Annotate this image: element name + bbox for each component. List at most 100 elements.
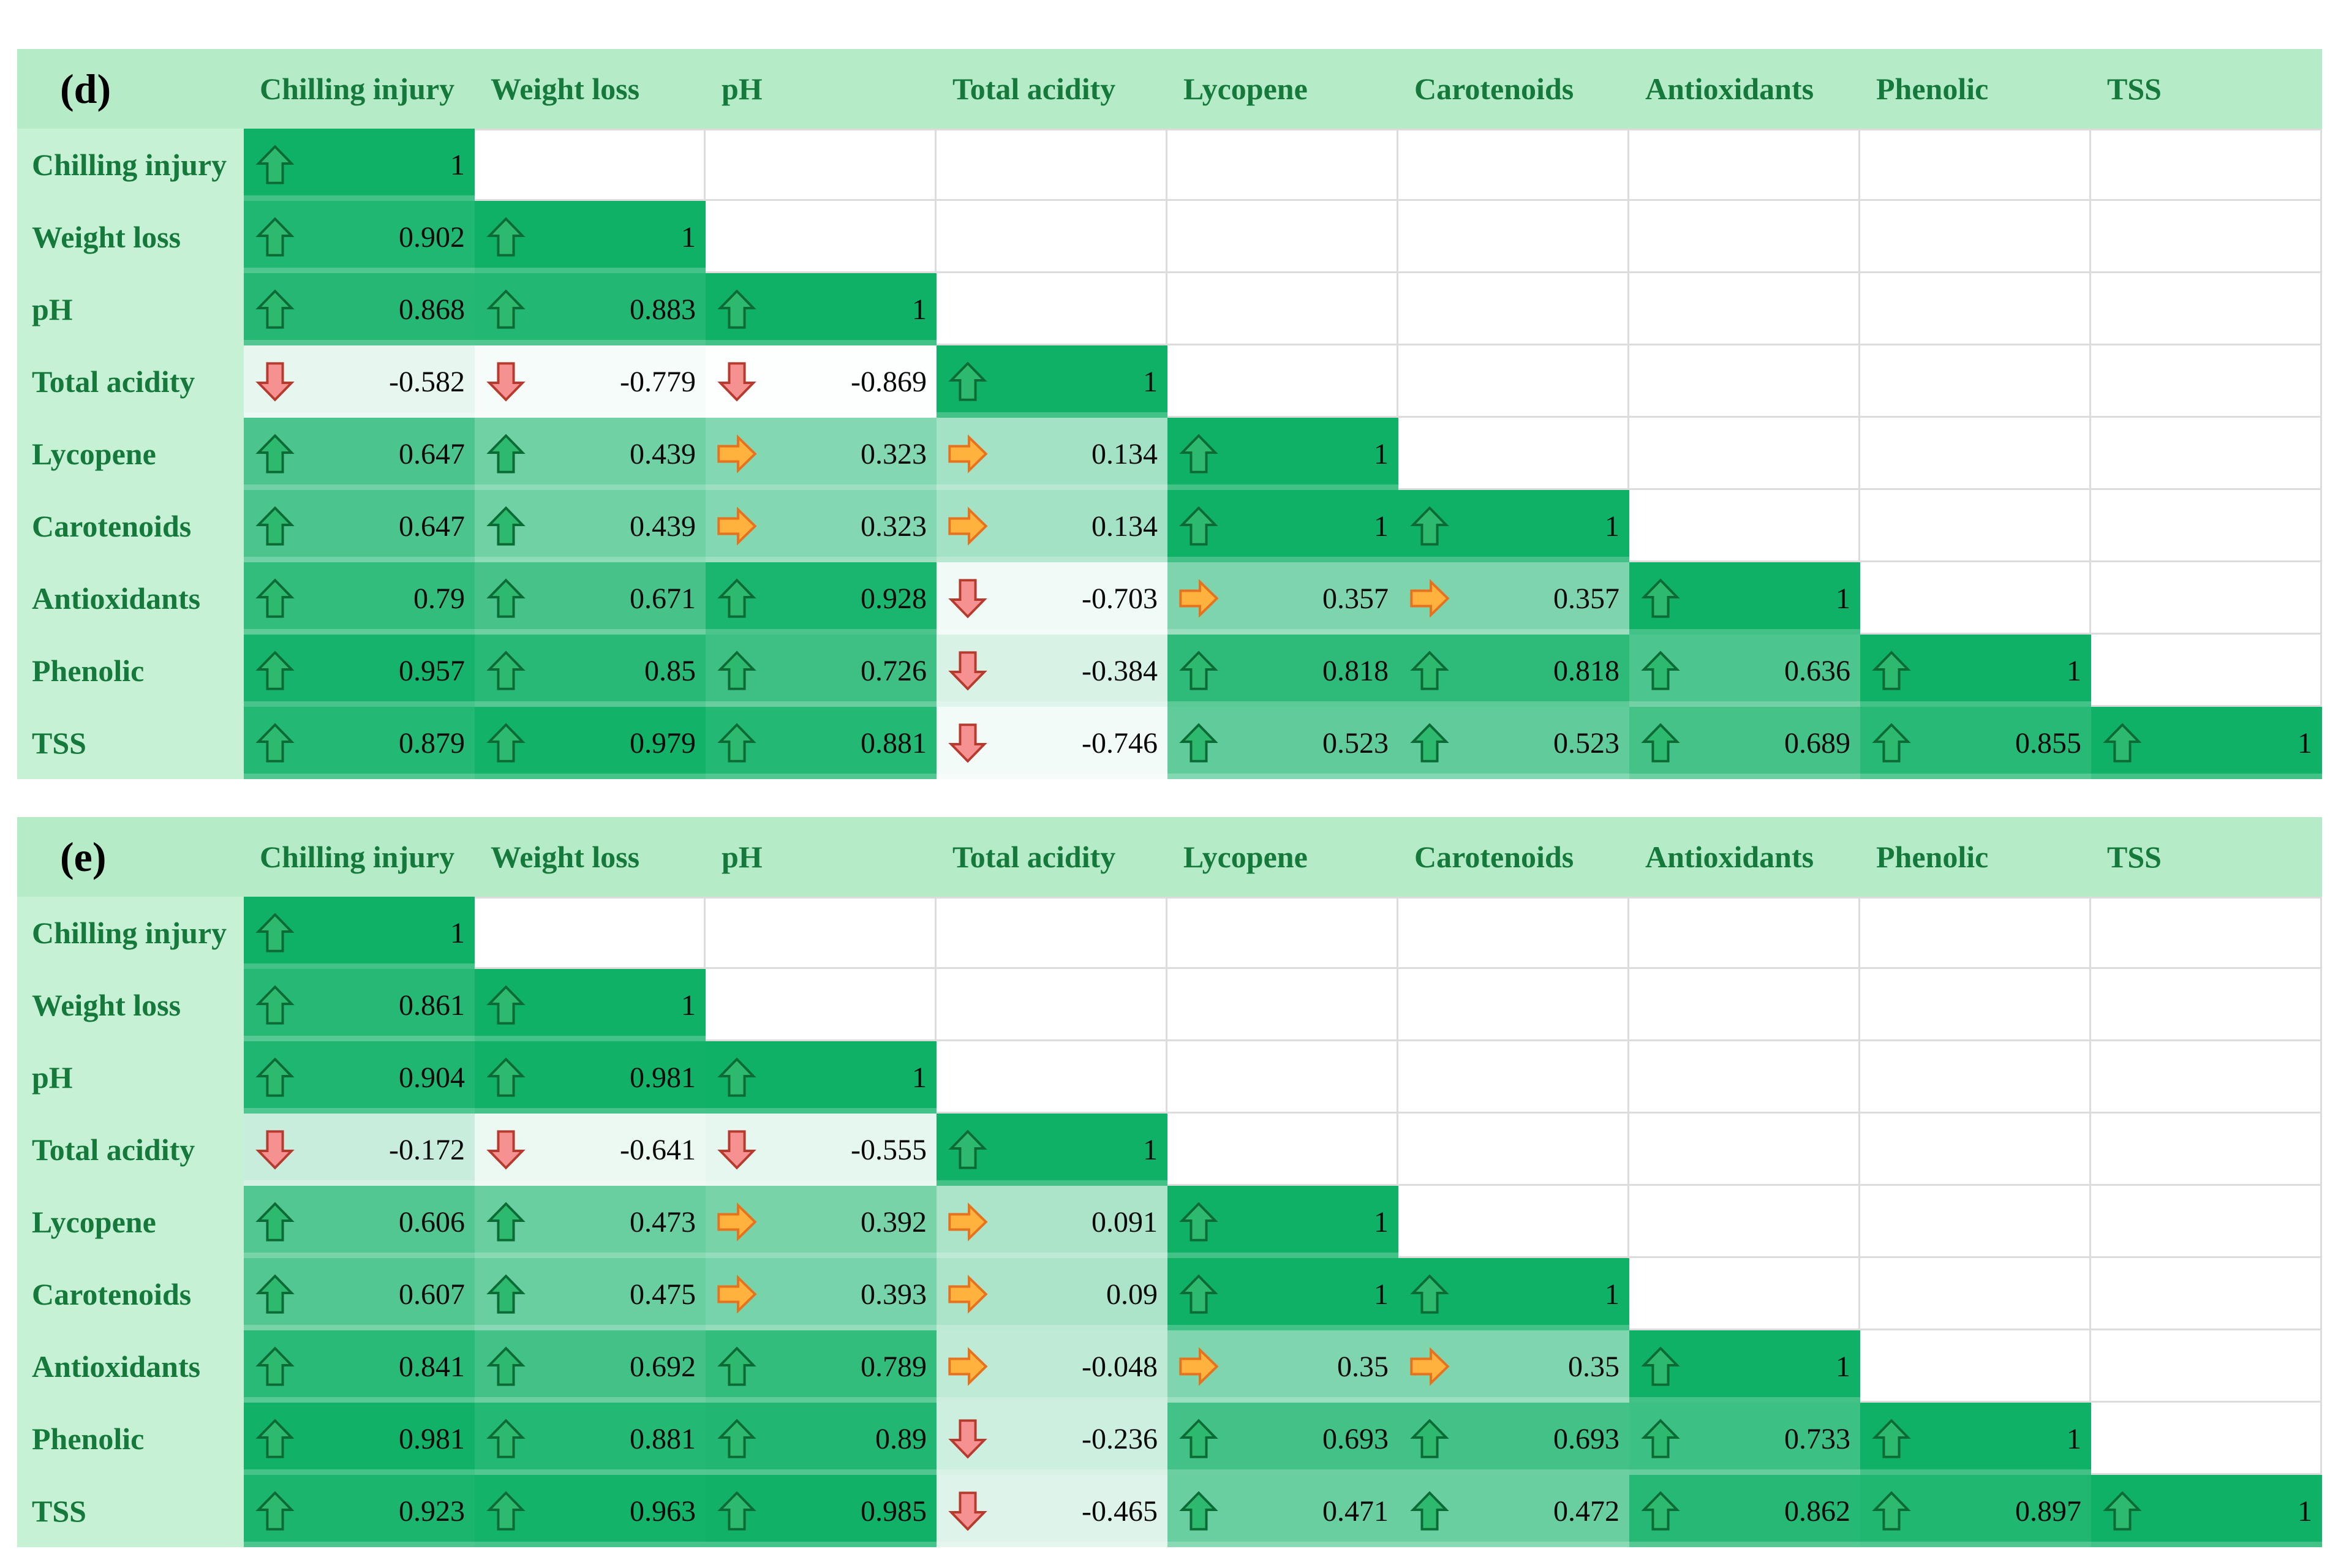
- empty-cell: [2091, 1041, 2322, 1114]
- empty-cell: [1629, 969, 1860, 1041]
- empty-cell: [2091, 345, 2322, 418]
- correlation-cell: 0.473: [475, 1186, 706, 1258]
- right-arrow-icon: [945, 506, 990, 546]
- correlation-value: 0.523: [1322, 726, 1389, 760]
- up-arrow-icon: [948, 359, 988, 404]
- correlation-value: 0.091: [1091, 1205, 1158, 1238]
- up-arrow-icon: [717, 1416, 757, 1461]
- empty-cell: [937, 273, 1167, 345]
- correlation-cell: 1: [2091, 1475, 2322, 1547]
- correlation-value: 0.323: [861, 510, 927, 543]
- correlation-cell: 0.883: [475, 273, 706, 345]
- correlation-cell: -0.048: [937, 1330, 1167, 1403]
- right-arrow-icon: [945, 1274, 990, 1314]
- correlation-value: 0.89: [875, 1422, 927, 1455]
- right-arrow-icon: [1407, 578, 1452, 619]
- correlation-value: 0.981: [399, 1422, 465, 1455]
- up-arrow-icon: [1640, 576, 1681, 621]
- up-arrow-icon: [1409, 1488, 1450, 1534]
- empty-cell: [475, 897, 706, 969]
- correlation-table-d: (d) Chilling injury Weight loss pH Total aci…: [17, 49, 2322, 779]
- correlation-value: -0.384: [1082, 654, 1158, 687]
- up-arrow-icon: [1409, 1416, 1450, 1461]
- empty-cell: [1860, 969, 2091, 1041]
- correlation-value: 0.862: [1784, 1494, 1850, 1528]
- correlation-cell: 1: [937, 345, 1167, 418]
- row-label: Carotenoids: [17, 490, 244, 562]
- right-arrow-icon: [714, 506, 760, 546]
- up-arrow-icon: [717, 1488, 757, 1534]
- row-label: Antioxidants: [17, 562, 244, 635]
- correlation-value: 0.647: [399, 510, 465, 543]
- up-arrow-icon: [255, 720, 295, 766]
- empty-cell: [1860, 1041, 2091, 1114]
- correlation-cell: 0.323: [706, 418, 937, 490]
- correlation-value: 1: [450, 916, 465, 949]
- correlation-value: 0.35: [1568, 1350, 1619, 1383]
- correlation-value: 0.928: [861, 582, 927, 615]
- up-arrow-icon: [1178, 720, 1219, 766]
- correlation-value: 0.693: [1553, 1422, 1619, 1455]
- correlation-cell: 0.818: [1167, 635, 1398, 707]
- down-arrow-icon: [255, 359, 295, 404]
- up-arrow-icon: [486, 648, 526, 693]
- correlation-cell: 0.357: [1167, 562, 1398, 635]
- panel-label-cell: (e): [17, 817, 244, 897]
- up-arrow-icon: [486, 214, 526, 260]
- correlation-cell: 0.89: [706, 1403, 937, 1475]
- correlation-cell: 1: [244, 129, 475, 201]
- up-arrow-icon: [1409, 720, 1450, 766]
- correlation-value: -0.703: [1082, 582, 1158, 615]
- column-header: pH: [706, 49, 937, 129]
- correlation-value: 0.09: [1106, 1278, 1158, 1311]
- correlation-cell: 1: [1398, 1258, 1629, 1330]
- up-arrow-icon: [1178, 1199, 1219, 1245]
- up-arrow-icon: [255, 1199, 295, 1245]
- correlation-value: 1: [1143, 365, 1158, 398]
- empty-cell: [1860, 897, 2091, 969]
- correlation-value: 0.818: [1553, 654, 1619, 687]
- row-label: TSS: [17, 1475, 244, 1547]
- up-arrow-icon: [1178, 431, 1219, 477]
- empty-cell: [1167, 345, 1398, 418]
- correlation-value: 0.472: [1553, 1494, 1619, 1528]
- up-arrow-icon: [486, 1344, 526, 1389]
- empty-cell: [2091, 201, 2322, 273]
- up-arrow-icon: [717, 720, 757, 766]
- correlation-value: 1: [1143, 1133, 1158, 1166]
- correlation-value: 1: [450, 148, 465, 181]
- correlation-cell: 0.523: [1167, 707, 1398, 779]
- correlation-value: 0.879: [399, 726, 465, 760]
- empty-cell: [2091, 490, 2322, 562]
- correlation-value: 1: [1836, 582, 1850, 615]
- up-arrow-icon: [1178, 1488, 1219, 1534]
- correlation-value: 0.985: [861, 1494, 927, 1528]
- correlation-cell: 0.692: [475, 1330, 706, 1403]
- correlation-table-e: (e) Chilling injury Weight loss pH Total aci…: [17, 817, 2322, 1547]
- correlation-cell: 1: [1860, 1403, 2091, 1475]
- up-arrow-icon: [255, 1055, 295, 1100]
- correlation-cell: 0.963: [475, 1475, 706, 1547]
- correlation-value: 0.134: [1091, 437, 1158, 470]
- empty-cell: [1629, 1258, 1860, 1330]
- column-header: Phenolic: [1860, 49, 2091, 129]
- correlation-cell: 0.606: [244, 1186, 475, 1258]
- correlation-value: 1: [2298, 726, 2312, 760]
- correlation-value: 0.981: [630, 1061, 696, 1094]
- correlation-value: 0.473: [630, 1205, 696, 1238]
- panel-label: (d): [60, 65, 111, 112]
- row-label: Weight loss: [17, 969, 244, 1041]
- correlation-value: 0.647: [399, 437, 465, 470]
- up-arrow-icon: [1640, 1416, 1681, 1461]
- correlation-value: 0.883: [630, 293, 696, 326]
- correlation-value: 0.85: [644, 654, 696, 687]
- correlation-value: 0.726: [861, 654, 927, 687]
- correlation-value: 0.861: [399, 989, 465, 1022]
- correlation-cell: 0.134: [937, 418, 1167, 490]
- right-arrow-icon: [1407, 1346, 1452, 1387]
- up-arrow-icon: [1178, 1416, 1219, 1461]
- correlation-value: 0.904: [399, 1061, 465, 1094]
- correlation-value: 1: [2067, 1422, 2081, 1455]
- empty-cell: [937, 969, 1167, 1041]
- correlation-cell: -0.746: [937, 707, 1167, 779]
